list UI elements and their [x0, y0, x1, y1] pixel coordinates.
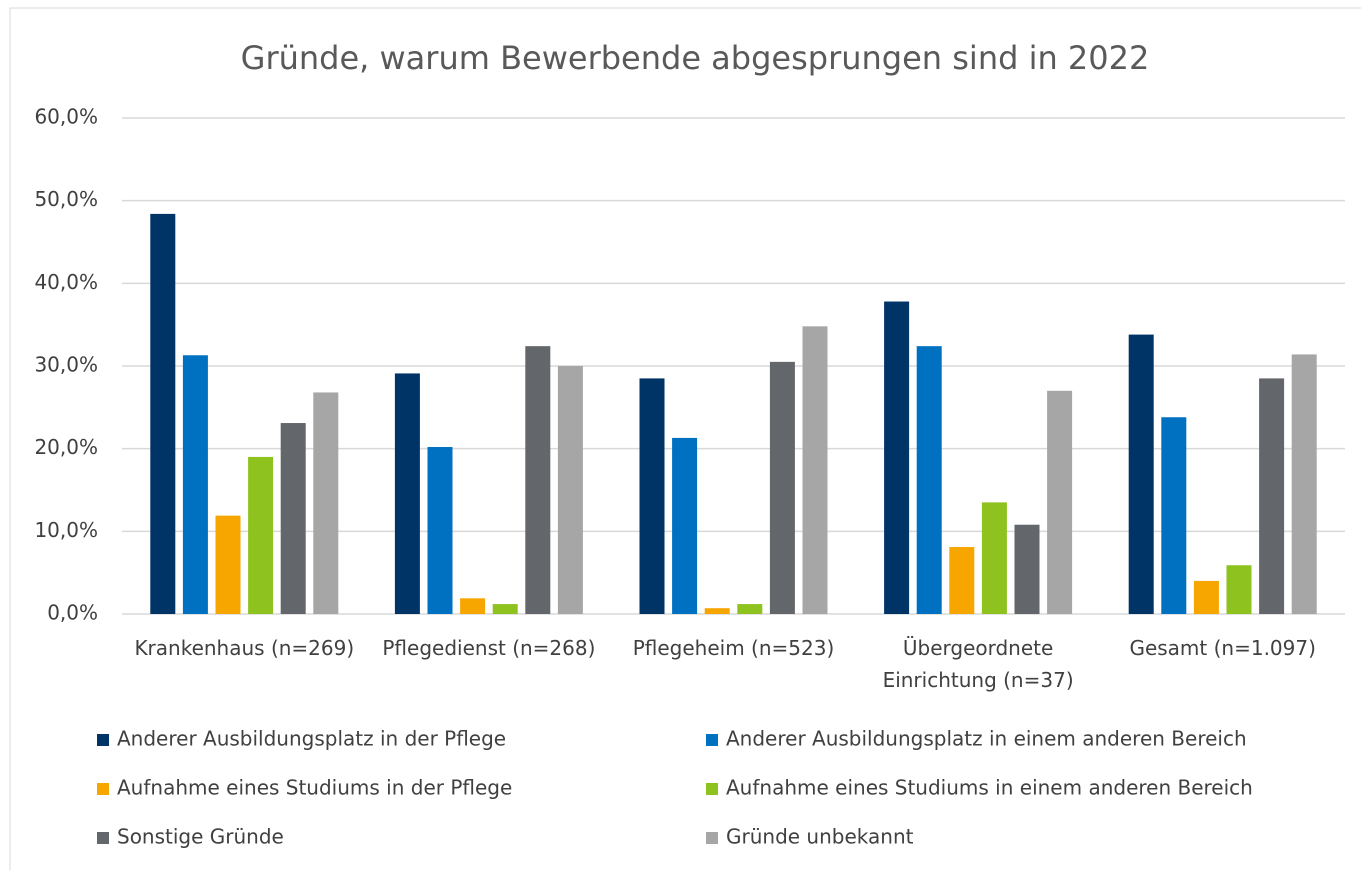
bar	[280, 423, 306, 614]
bar	[1291, 354, 1317, 614]
y-tick-label: 20,0%	[34, 435, 98, 459]
legend-label: Sonstige Gründe	[117, 825, 284, 849]
bar	[949, 547, 975, 614]
bar	[215, 515, 241, 614]
chart-title: Gründe, warum Bewerbende abgesprungen si…	[241, 39, 1150, 77]
bar	[916, 346, 942, 614]
bar	[1259, 378, 1285, 614]
x-tick-label: Gesamt (n=1.097)	[1129, 636, 1316, 660]
bar	[427, 447, 453, 614]
legend-swatch	[706, 832, 718, 844]
bar	[150, 213, 176, 615]
legend-label: Aufnahme eines Studiums in der Pflege	[117, 776, 512, 800]
x-tick-label: Pflegeheim (n=523)	[632, 636, 835, 660]
y-tick-label: 60,0%	[34, 105, 98, 129]
x-tick-label: Pflegedienst (n=268)	[382, 636, 596, 660]
legend-label: Aufnahme eines Studiums in einem anderen…	[726, 776, 1253, 800]
y-tick-label: 0,0%	[47, 601, 98, 625]
bar	[1226, 565, 1252, 614]
bar	[884, 301, 910, 614]
legend-swatch	[97, 783, 109, 795]
bar	[1193, 580, 1219, 614]
bar	[704, 608, 730, 614]
legend-swatch	[706, 734, 718, 746]
x-tick-label: Übergeordnete Einrichtung (n=37)	[882, 636, 1074, 692]
legend-label: Anderer Ausbildungsplatz in der Pflege	[117, 727, 506, 751]
bar	[1047, 390, 1073, 614]
bar	[182, 355, 208, 614]
legend-swatch	[97, 832, 109, 844]
y-tick-label: 40,0%	[34, 270, 98, 294]
bar	[460, 598, 486, 614]
legend-label: Gründe unbekannt	[726, 825, 914, 849]
bar	[1128, 334, 1154, 614]
bar	[802, 326, 828, 614]
y-tick-label: 10,0%	[34, 518, 98, 542]
legend-swatch	[97, 734, 109, 746]
legend-label: Anderer Ausbildungsplatz in einem andere…	[726, 727, 1247, 751]
bar	[492, 604, 518, 614]
chart-border	[9, 7, 1361, 870]
bar	[737, 604, 763, 614]
bar	[981, 502, 1007, 614]
bar	[1161, 417, 1187, 614]
bar	[525, 346, 551, 614]
bar	[557, 366, 583, 614]
bar	[1014, 524, 1040, 614]
bar	[248, 456, 274, 614]
bar	[313, 392, 339, 614]
bar	[394, 373, 420, 614]
bar	[769, 361, 795, 614]
bar	[672, 437, 698, 614]
bar	[639, 378, 665, 614]
legend-swatch	[706, 783, 718, 795]
x-tick-label: Krankenhaus (n=269)	[134, 636, 355, 660]
y-tick-label: 30,0%	[34, 353, 98, 377]
y-tick-label: 50,0%	[34, 187, 98, 211]
